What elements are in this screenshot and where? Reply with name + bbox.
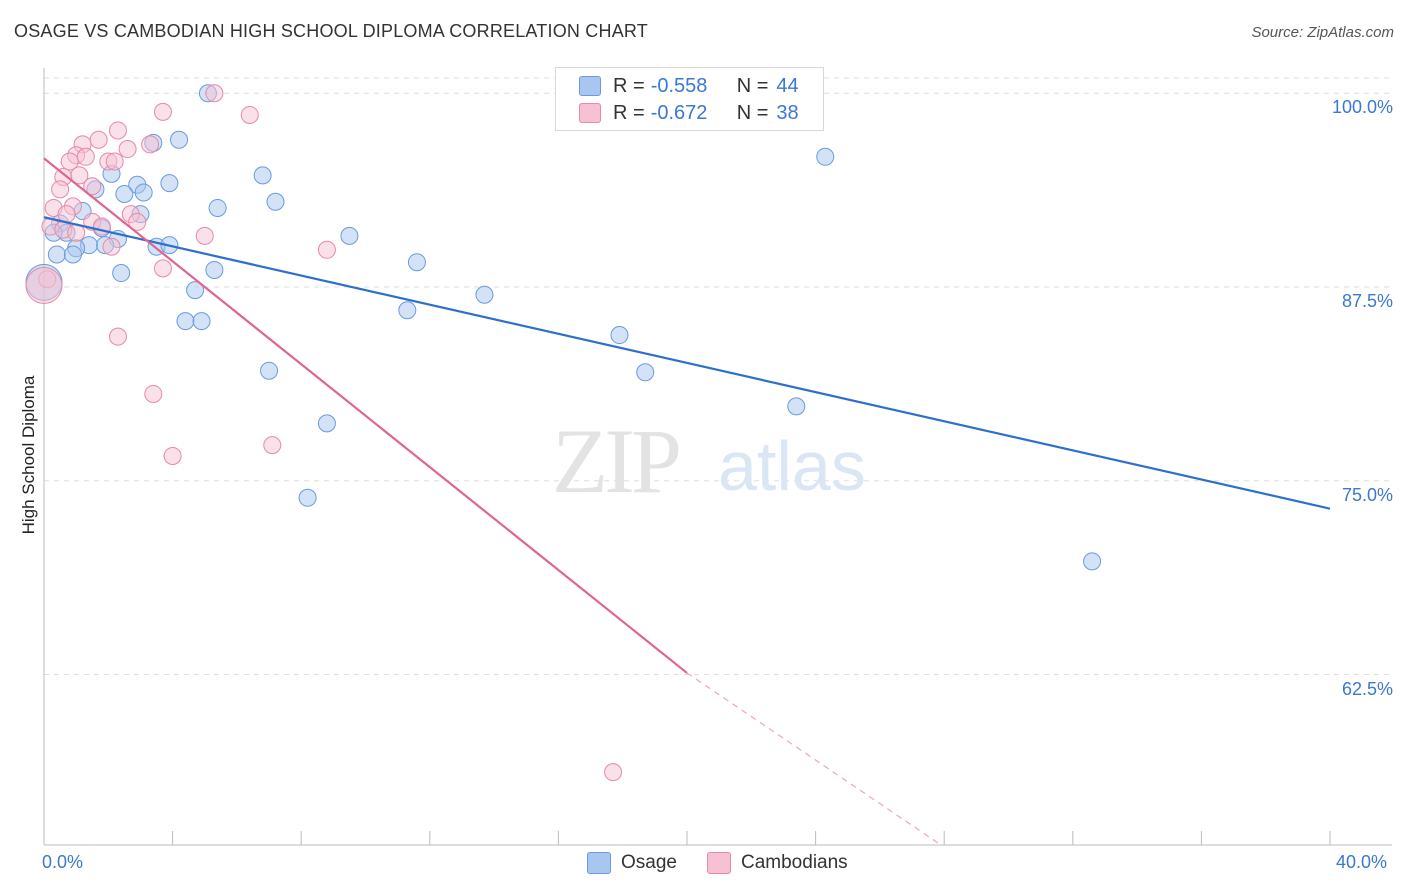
correlation-legend: R = -0.558 N = 44 R = -0.672 N = 38 bbox=[555, 67, 824, 131]
osage-point bbox=[205, 260, 224, 279]
osage-point bbox=[112, 264, 131, 283]
cambodians-point bbox=[263, 436, 282, 455]
osage-point bbox=[260, 361, 279, 380]
osage-point bbox=[475, 285, 494, 304]
cambodians-point bbox=[108, 121, 127, 140]
x-tick-label-min: 0.0% bbox=[42, 852, 84, 872]
cambodians-point bbox=[240, 105, 259, 124]
cambodians-legend-swatch bbox=[707, 852, 731, 874]
cambodians-point bbox=[153, 102, 172, 121]
osage-point bbox=[208, 198, 227, 217]
cambodians-point bbox=[105, 152, 124, 171]
y-tick-label: 62.5% bbox=[1341, 678, 1393, 699]
legend-row-osage: R = -0.558 N = 44 bbox=[556, 73, 799, 99]
legend-row-cambodians: R = -0.672 N = 38 bbox=[556, 100, 799, 126]
cambodians-point bbox=[51, 180, 70, 199]
osage-point bbox=[340, 226, 359, 245]
watermark-zip: ZIP bbox=[552, 410, 679, 512]
y-tick-label: 75.0% bbox=[1341, 484, 1393, 505]
chart-title: OSAGE VS CAMBODIAN HIGH SCHOOL DIPLOMA C… bbox=[14, 21, 648, 41]
osage-point bbox=[176, 312, 195, 331]
osage-point bbox=[47, 245, 66, 264]
watermark-atlas: atlas bbox=[718, 427, 866, 505]
osage-point bbox=[636, 363, 655, 382]
osage-legend-label: Osage bbox=[621, 852, 677, 873]
cambodians-n-value: 38 bbox=[776, 101, 799, 124]
cambodians-point bbox=[128, 212, 147, 231]
cambodians-swatch bbox=[579, 103, 601, 123]
y-tick-label: 87.5% bbox=[1341, 291, 1393, 311]
trend-lines bbox=[43, 157, 1331, 846]
cambodians-trend-extension bbox=[686, 672, 942, 846]
cambodians-point bbox=[89, 130, 108, 149]
chart-source: Source: ZipAtlas.com bbox=[1251, 24, 1394, 41]
cambodians-point bbox=[83, 177, 102, 196]
osage-point bbox=[186, 281, 205, 300]
osage-point bbox=[63, 245, 82, 264]
osage-trend-line bbox=[43, 216, 1331, 510]
osage-n-value: 44 bbox=[776, 74, 799, 97]
cambodians-point bbox=[205, 84, 224, 103]
osage-n-label: N = bbox=[736, 74, 769, 97]
cambodians-point bbox=[141, 135, 160, 154]
cambodians-point bbox=[317, 240, 336, 259]
cambodians-point bbox=[153, 259, 172, 278]
watermark: ZIP atlas bbox=[552, 410, 866, 512]
osage-point bbox=[298, 488, 317, 507]
cambodians-point bbox=[163, 446, 182, 465]
osage-point bbox=[160, 174, 179, 193]
cambodians-legend-label: Cambodians bbox=[741, 852, 848, 873]
bottom-legend-osage: Osage bbox=[587, 852, 677, 874]
osage-point bbox=[816, 147, 835, 166]
cambodians-n-label: N = bbox=[736, 101, 769, 124]
cambodians-point bbox=[25, 266, 63, 304]
osage-point bbox=[407, 253, 426, 272]
cambodians-point bbox=[195, 226, 214, 245]
cambodians-point bbox=[76, 147, 95, 166]
bottom-legend-cambodians: Cambodians bbox=[707, 852, 848, 874]
y-tick-label: 100.0% bbox=[1331, 97, 1393, 118]
osage-point bbox=[1083, 552, 1102, 571]
cambodians-r-label: R = bbox=[613, 101, 645, 124]
osage-point bbox=[253, 166, 272, 185]
osage-r-value: -0.558 bbox=[650, 74, 708, 97]
cambodians-point bbox=[70, 166, 89, 185]
grid-lines bbox=[44, 77, 1392, 675]
osage-r-label: R = bbox=[613, 74, 645, 97]
osage-point bbox=[398, 301, 417, 320]
osage-point bbox=[610, 326, 629, 345]
osage-swatch bbox=[579, 76, 601, 96]
cambodians-point bbox=[60, 152, 79, 171]
osage-legend-swatch bbox=[587, 852, 611, 874]
cambodians-r-value: -0.672 bbox=[650, 101, 708, 124]
osage-point bbox=[115, 185, 134, 203]
cambodians-point bbox=[604, 763, 623, 782]
cambodians-trend-line bbox=[43, 157, 688, 674]
cambodians-point bbox=[102, 237, 121, 256]
axes bbox=[43, 68, 1392, 846]
osage-point bbox=[170, 130, 189, 149]
osage-point bbox=[317, 414, 336, 433]
cambodians-point bbox=[108, 327, 127, 346]
data-points bbox=[25, 84, 1102, 782]
x-tick-label-max: 40.0% bbox=[1336, 852, 1388, 872]
cambodians-point bbox=[144, 384, 163, 403]
osage-point bbox=[787, 397, 806, 416]
osage-point bbox=[192, 312, 211, 331]
osage-point bbox=[266, 192, 285, 211]
osage-point bbox=[134, 183, 153, 202]
cambodians-point bbox=[118, 140, 137, 159]
